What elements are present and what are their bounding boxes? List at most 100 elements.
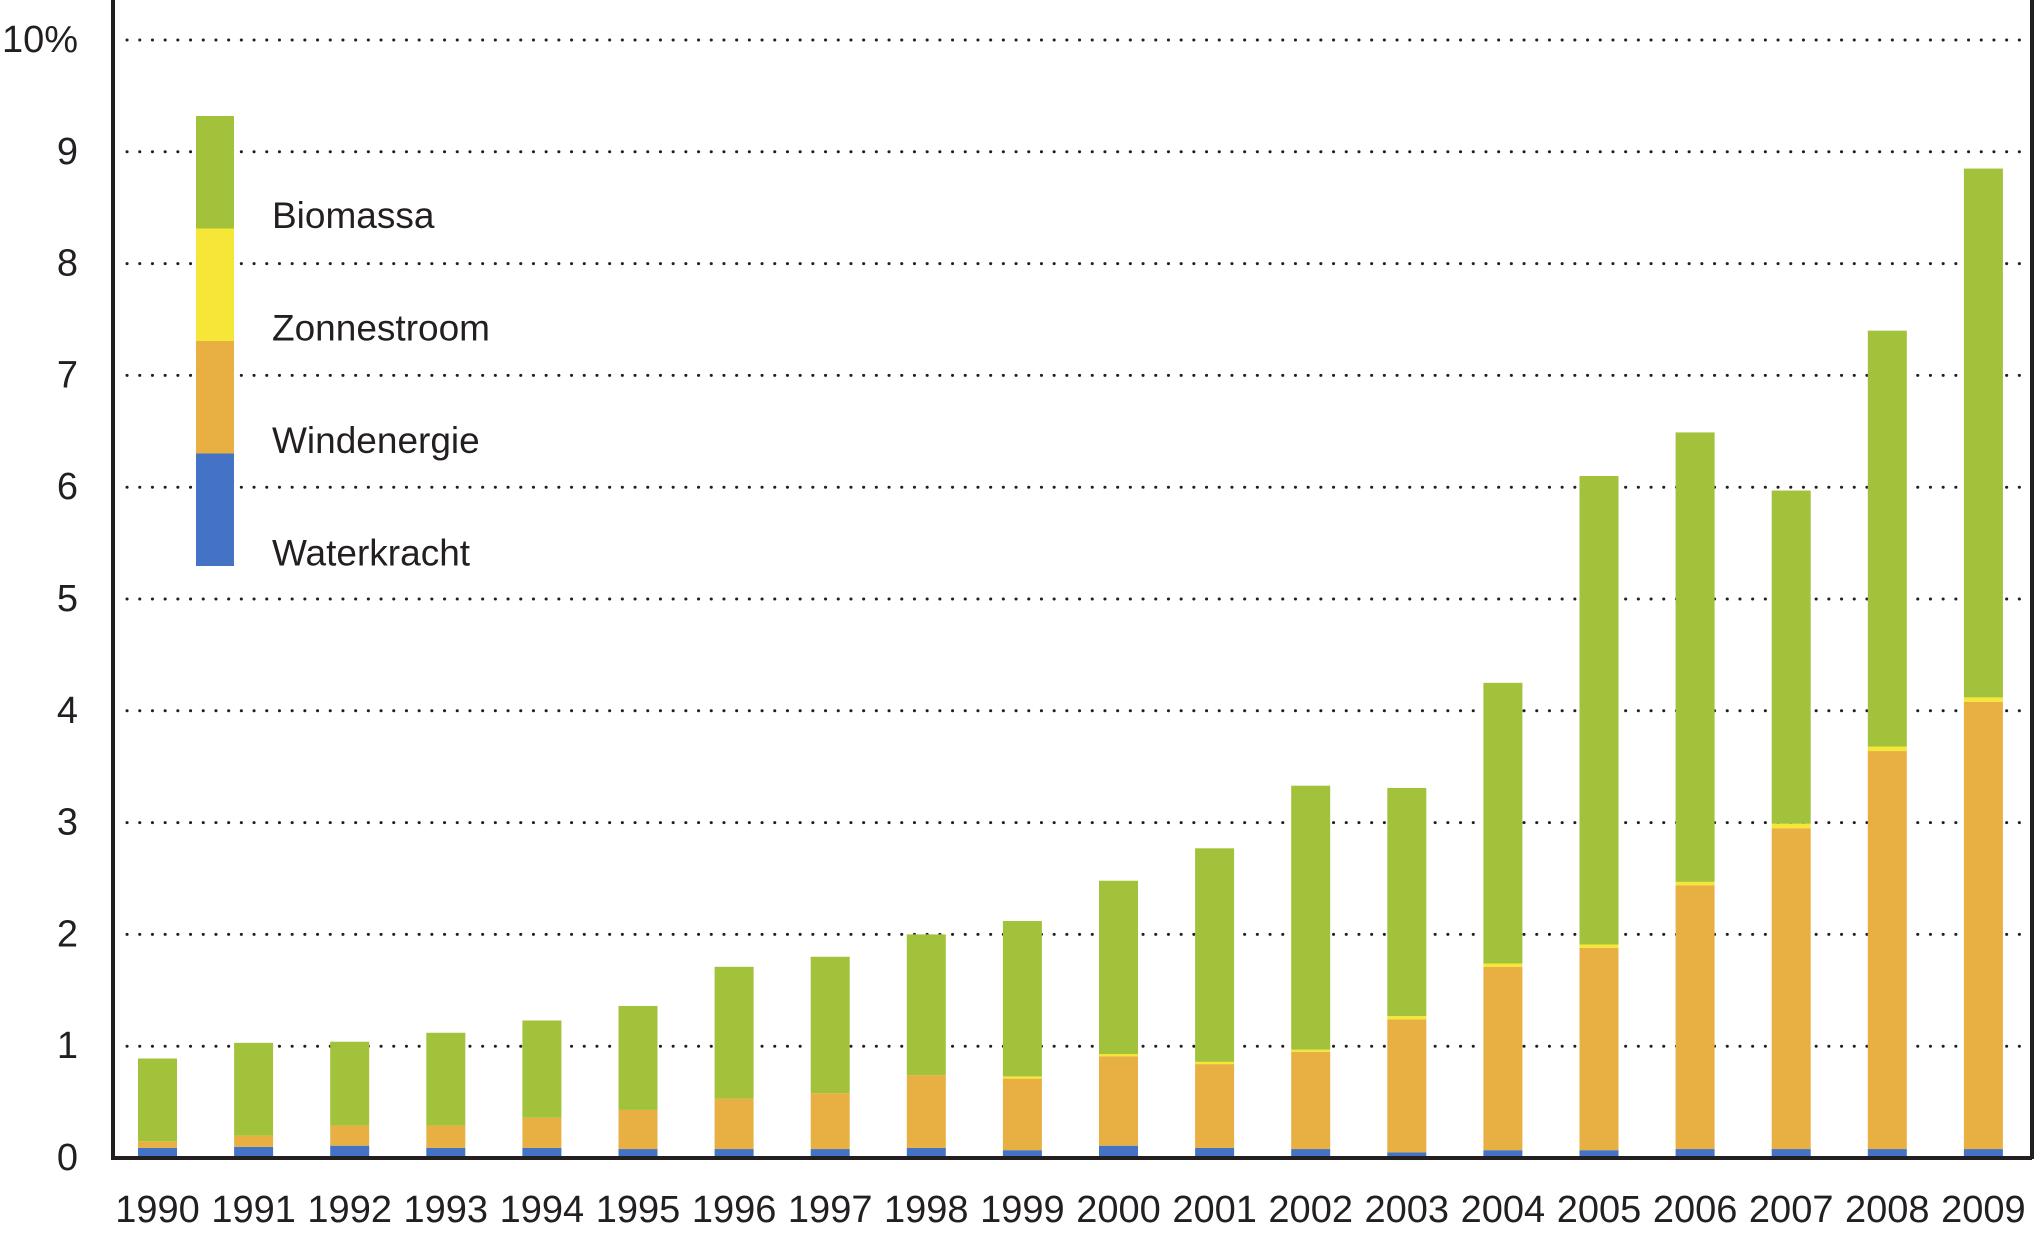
x-tick-label: 2009: [1941, 1189, 2026, 1231]
bar-biomassa-1990: [138, 1058, 177, 1142]
bar-zonnestroom-2008: [1867, 746, 1907, 752]
bar-windenergie-2002: [1291, 1051, 1331, 1150]
legend-swatch-waterkracht: [196, 453, 234, 566]
bar-biomassa-1997: [810, 956, 850, 1094]
y-tick-label: 6: [57, 466, 78, 508]
y-tick-label: 7: [57, 354, 78, 396]
bar-zonnestroom-2003: [1387, 1016, 1427, 1020]
bar-waterkracht-1996: [714, 1149, 754, 1158]
bar-waterkracht-1999: [1002, 1150, 1042, 1158]
bar-biomassa-2008: [1867, 330, 1907, 747]
y-tick-label: 4: [57, 690, 78, 732]
bar-waterkracht-2007: [1771, 1149, 1811, 1158]
legend: Biomassa Zonnestroom Windenergie Waterkrach…: [196, 116, 490, 574]
x-tick-label: 1996: [692, 1189, 777, 1231]
bar-zonnestroom-2000: [1099, 1054, 1138, 1057]
x-tick-label: 1992: [307, 1189, 392, 1231]
bar-waterkracht-2004: [1483, 1150, 1523, 1158]
x-axis-tick-labels: 1990 1991 1992 1993 1994 1995 1996 1997 1998 1999…: [115, 1189, 2025, 1231]
x-tick-label: 1990: [115, 1189, 200, 1231]
x-tick-label: 1997: [788, 1189, 873, 1231]
x-tick-label: 1999: [980, 1189, 1065, 1231]
bar-biomassa-2000: [1099, 880, 1138, 1055]
bars: [138, 168, 2003, 1158]
bar-waterkracht-1990: [138, 1147, 177, 1158]
bar-biomassa-1993: [426, 1032, 466, 1126]
x-tick-label: 2008: [1845, 1189, 1930, 1231]
x-tick-label: 1998: [884, 1189, 969, 1231]
bar-biomassa-2001: [1195, 848, 1235, 1062]
y-tick-label: 9: [57, 131, 78, 173]
bar-windenergie-2003: [1387, 1019, 1427, 1153]
bar-windenergie-1998: [906, 1075, 946, 1148]
bar-windenergie-1996: [714, 1098, 754, 1150]
y-tick-label: 1: [57, 1025, 78, 1067]
bar-windenergie-2005: [1579, 947, 1619, 1151]
legend-swatch-biomassa: [196, 116, 234, 229]
bar-biomassa-1995: [618, 1005, 658, 1110]
bar-biomassa-2005: [1579, 476, 1619, 945]
bar-biomassa-2007: [1771, 490, 1811, 824]
bar-waterkracht-2009: [1963, 1149, 2003, 1158]
bar-windenergie-2009: [1963, 701, 2003, 1150]
bar-zonnestroom-2004: [1483, 963, 1523, 967]
legend-label-biomassa: Biomassa: [272, 195, 435, 236]
bar-zonnestroom-1999: [1002, 1076, 1042, 1079]
x-tick-label: 1991: [211, 1189, 296, 1231]
bar-windenergie-1999: [1002, 1078, 1042, 1151]
bar-biomassa-2004: [1483, 682, 1523, 964]
bar-biomassa-2006: [1675, 432, 1715, 882]
y-tick-label: 5: [57, 578, 78, 620]
y-tick-label: 10%: [2, 19, 78, 61]
bar-waterkracht-1998: [906, 1147, 946, 1158]
y-tick-label: 2: [57, 913, 78, 955]
x-tick-label: 2007: [1749, 1189, 1834, 1231]
bar-windenergie-1992: [330, 1125, 370, 1146]
legend-swatch-windenergie: [196, 341, 234, 454]
bar-waterkracht-2008: [1867, 1149, 1907, 1158]
gridlines: [125, 38, 2034, 1048]
x-tick-label: 2001: [1172, 1189, 1257, 1231]
legend-label-waterkracht: Waterkracht: [272, 533, 471, 574]
bar-zonnestroom-2006: [1675, 881, 1715, 886]
bar-waterkracht-2006: [1675, 1149, 1715, 1158]
bar-waterkracht-1994: [522, 1147, 562, 1158]
y-tick-label: 3: [57, 802, 78, 844]
bar-biomassa-1991: [234, 1042, 274, 1136]
x-tick-label: 2002: [1268, 1189, 1353, 1231]
bar-waterkracht-2000: [1099, 1145, 1138, 1158]
bar-windenergie-2007: [1771, 828, 1811, 1150]
bar-waterkracht-1997: [810, 1149, 850, 1158]
bar-windenergie-1997: [810, 1093, 850, 1150]
bar-windenergie-2001: [1195, 1064, 1235, 1148]
bar-waterkracht-2002: [1291, 1149, 1331, 1158]
bar-windenergie-2006: [1675, 885, 1715, 1150]
bar-waterkracht-1993: [426, 1147, 466, 1158]
y-tick-label: 0: [57, 1137, 78, 1179]
bar-waterkracht-1991: [234, 1146, 274, 1158]
bar-waterkracht-2003: [1387, 1152, 1427, 1158]
bar-windenergie-2008: [1867, 751, 1907, 1150]
legend-label-zonnestroom: Zonnestroom: [272, 308, 490, 349]
x-tick-label: 1993: [404, 1189, 489, 1231]
legend-swatch-zonnestroom: [196, 228, 234, 341]
axes: [111, 0, 2034, 1160]
bar-biomassa-2002: [1291, 785, 1331, 1050]
bar-waterkracht-1995: [618, 1149, 658, 1158]
bar-windenergie-1990: [138, 1141, 177, 1148]
x-tick-label: 1994: [500, 1189, 585, 1231]
bar-biomassa-1994: [522, 1020, 562, 1118]
x-tick-label: 2004: [1461, 1189, 1546, 1231]
bar-biomassa-2003: [1387, 787, 1427, 1017]
bar-zonnestroom-2009: [1963, 697, 2003, 702]
bar-windenergie-1994: [522, 1117, 562, 1148]
bar-waterkracht-1992: [330, 1145, 370, 1158]
bar-zonnestroom-2002: [1291, 1049, 1331, 1052]
bar-windenergie-1995: [618, 1109, 658, 1150]
bar-windenergie-1991: [234, 1135, 274, 1147]
bar-zonnestroom-2005: [1579, 944, 1619, 948]
bar-windenergie-2004: [1483, 966, 1523, 1151]
bar-zonnestroom-2001: [1195, 1061, 1235, 1065]
bar-biomassa-1996: [714, 966, 754, 1099]
